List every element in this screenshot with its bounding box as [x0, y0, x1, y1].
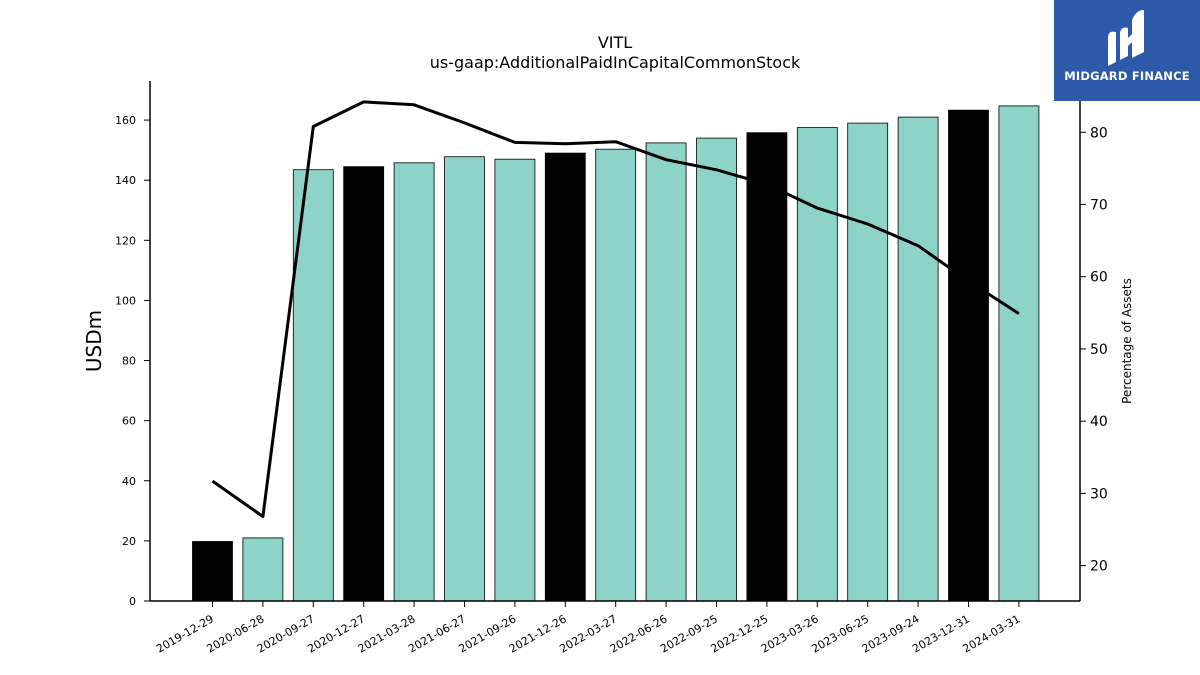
y2-axis-label: Percentage of Assets	[1120, 278, 1134, 404]
logo-name: MIDGARD FINANCE	[1064, 69, 1190, 83]
y2-tick-label: 70	[1090, 198, 1108, 214]
y2-tick-label: 40	[1090, 414, 1108, 430]
bar	[645, 142, 687, 602]
percentage-line	[211, 100, 1020, 518]
y-tick-label: 140	[115, 174, 136, 187]
y2-tick-label: 60	[1090, 270, 1108, 286]
y-tick-label: 20	[122, 535, 136, 548]
bar	[847, 122, 889, 602]
y2-tick-label: 80	[1090, 125, 1108, 141]
y2-tick-label: 20	[1090, 559, 1108, 575]
midgard-logo-icon	[1108, 10, 1144, 67]
bar	[948, 109, 989, 602]
chart-subtitle: us-gaap:AdditionalPaidInCapitalCommonSto…	[430, 53, 801, 72]
bar	[393, 162, 435, 602]
bar	[192, 541, 233, 602]
y-tick-label: 40	[122, 475, 136, 488]
bar	[242, 537, 284, 602]
bar	[796, 127, 838, 602]
bar	[595, 148, 637, 602]
bar	[292, 169, 334, 602]
bar	[696, 137, 737, 602]
y-axis-label: USDm	[82, 310, 106, 372]
y-tick-label: 100	[115, 294, 136, 307]
y-tick-label: 80	[122, 355, 136, 368]
plot-area: 020406080100120140160203040506070802019-…	[115, 81, 1108, 656]
y-tick-label: 60	[122, 415, 136, 428]
bar	[998, 105, 1040, 602]
bar	[343, 166, 385, 602]
chart-title: VITL	[598, 33, 632, 52]
bar	[544, 152, 586, 602]
bar	[494, 158, 536, 602]
y-tick-label: 0	[129, 595, 136, 608]
bar	[746, 132, 788, 602]
y2-tick-label: 30	[1090, 486, 1108, 502]
x-tick-label: 2024-03-31	[961, 612, 1023, 655]
y-tick-label: 120	[115, 234, 136, 247]
y-tick-label: 160	[115, 114, 136, 127]
bar	[444, 156, 485, 602]
bar	[897, 116, 939, 602]
brand-logo: MIDGARD FINANCE	[1054, 0, 1200, 101]
y2-tick-label: 50	[1090, 342, 1108, 358]
